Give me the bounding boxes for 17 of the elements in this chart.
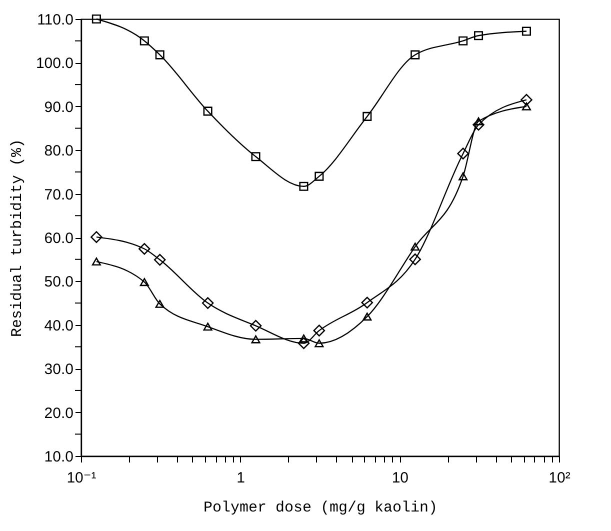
- y-tick-label: 110.0: [37, 12, 74, 28]
- y-tick-label: 30.0: [44, 361, 74, 378]
- y-tick-label: 90.0: [44, 98, 74, 116]
- x-tick-label: 10⁻¹: [66, 470, 96, 486]
- y-tick-label: 10.0: [44, 448, 74, 466]
- y-tick-label: 40.0: [44, 317, 74, 334]
- x-tick-label: 1: [236, 470, 246, 486]
- y-tick-label: 20.0: [44, 404, 74, 422]
- y-tick-label: 60.0: [44, 230, 74, 247]
- x-tick-label: 10: [392, 470, 409, 486]
- y-tick-label: 80.0: [44, 142, 74, 160]
- y-axis-title: Residual turbidity (%): [8, 138, 26, 338]
- y-tick-label: 70.0: [44, 186, 74, 204]
- x-axis-title: Polymer dose (mg/g kaolin): [203, 500, 438, 516]
- y-tick-label: 100.0: [36, 55, 74, 72]
- x-tick-label: 10²: [548, 470, 570, 486]
- y-tick-label: 50.0: [44, 274, 74, 291]
